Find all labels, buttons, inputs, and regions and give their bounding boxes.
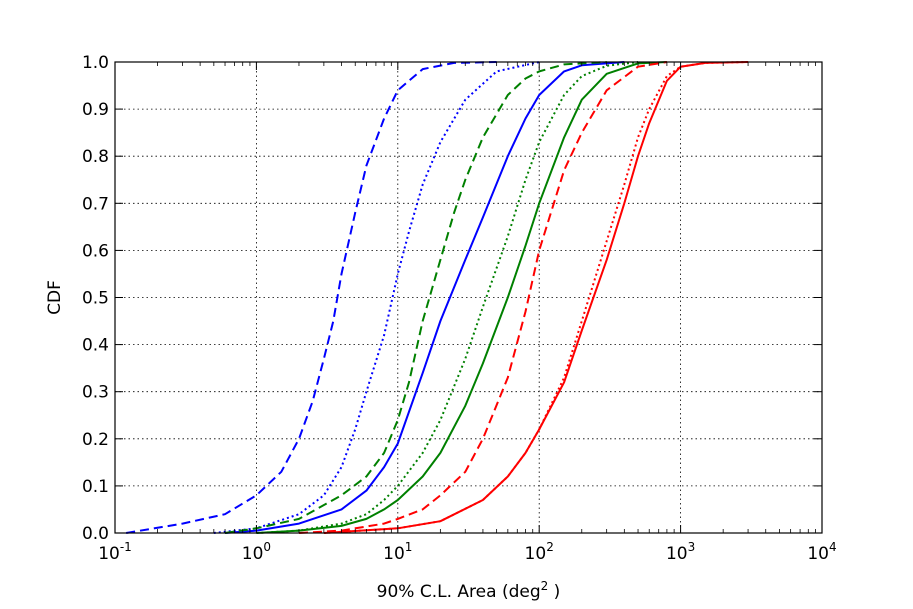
y-axis-label: CDF (45, 280, 65, 315)
y-tick-label: 0.5 (82, 289, 109, 309)
x-tick-label: 10-1 (98, 540, 132, 564)
x-tick-label: 102 (525, 540, 554, 564)
series-red-solid (323, 61, 749, 534)
x-axis-label: 90% C.L. Area (deg2 ) (377, 579, 561, 602)
y-tick-label: 0.3 (82, 383, 109, 403)
y-tick-label: 0.1 (82, 477, 109, 497)
series-red-dashed (298, 61, 668, 534)
series-blue-dashed (126, 61, 497, 534)
y-tick-label: 0.8 (82, 147, 109, 167)
grid-lines (115, 62, 822, 533)
ticks: 10-1 100 101 102 103 104 0.0 0.1 0.2 0.3 0.4 0.5 0.6… (82, 53, 837, 564)
plot-frame (114, 61, 823, 534)
y-tick-label: 1.0 (82, 53, 109, 73)
x-tick-label: 104 (807, 540, 836, 564)
series-blue-dotted (213, 61, 540, 534)
x-tick-label: 101 (383, 540, 412, 564)
y-tick-label: 0.6 (82, 241, 109, 261)
y-tick-label: 0.7 (82, 194, 109, 214)
y-tick-label: 0.4 (82, 336, 109, 356)
y-tick-label: 0.9 (82, 100, 109, 120)
series-green-dotted (256, 61, 639, 534)
series-group (126, 61, 749, 534)
y-tick-label: 0.2 (82, 430, 109, 450)
series-green-solid (256, 61, 667, 534)
series-green-dashed (224, 61, 607, 534)
y-tick-label: 0.0 (82, 524, 109, 544)
x-tick-label: 103 (666, 540, 695, 564)
series-blue-solid (224, 61, 625, 534)
x-tick-label: 100 (242, 540, 271, 564)
